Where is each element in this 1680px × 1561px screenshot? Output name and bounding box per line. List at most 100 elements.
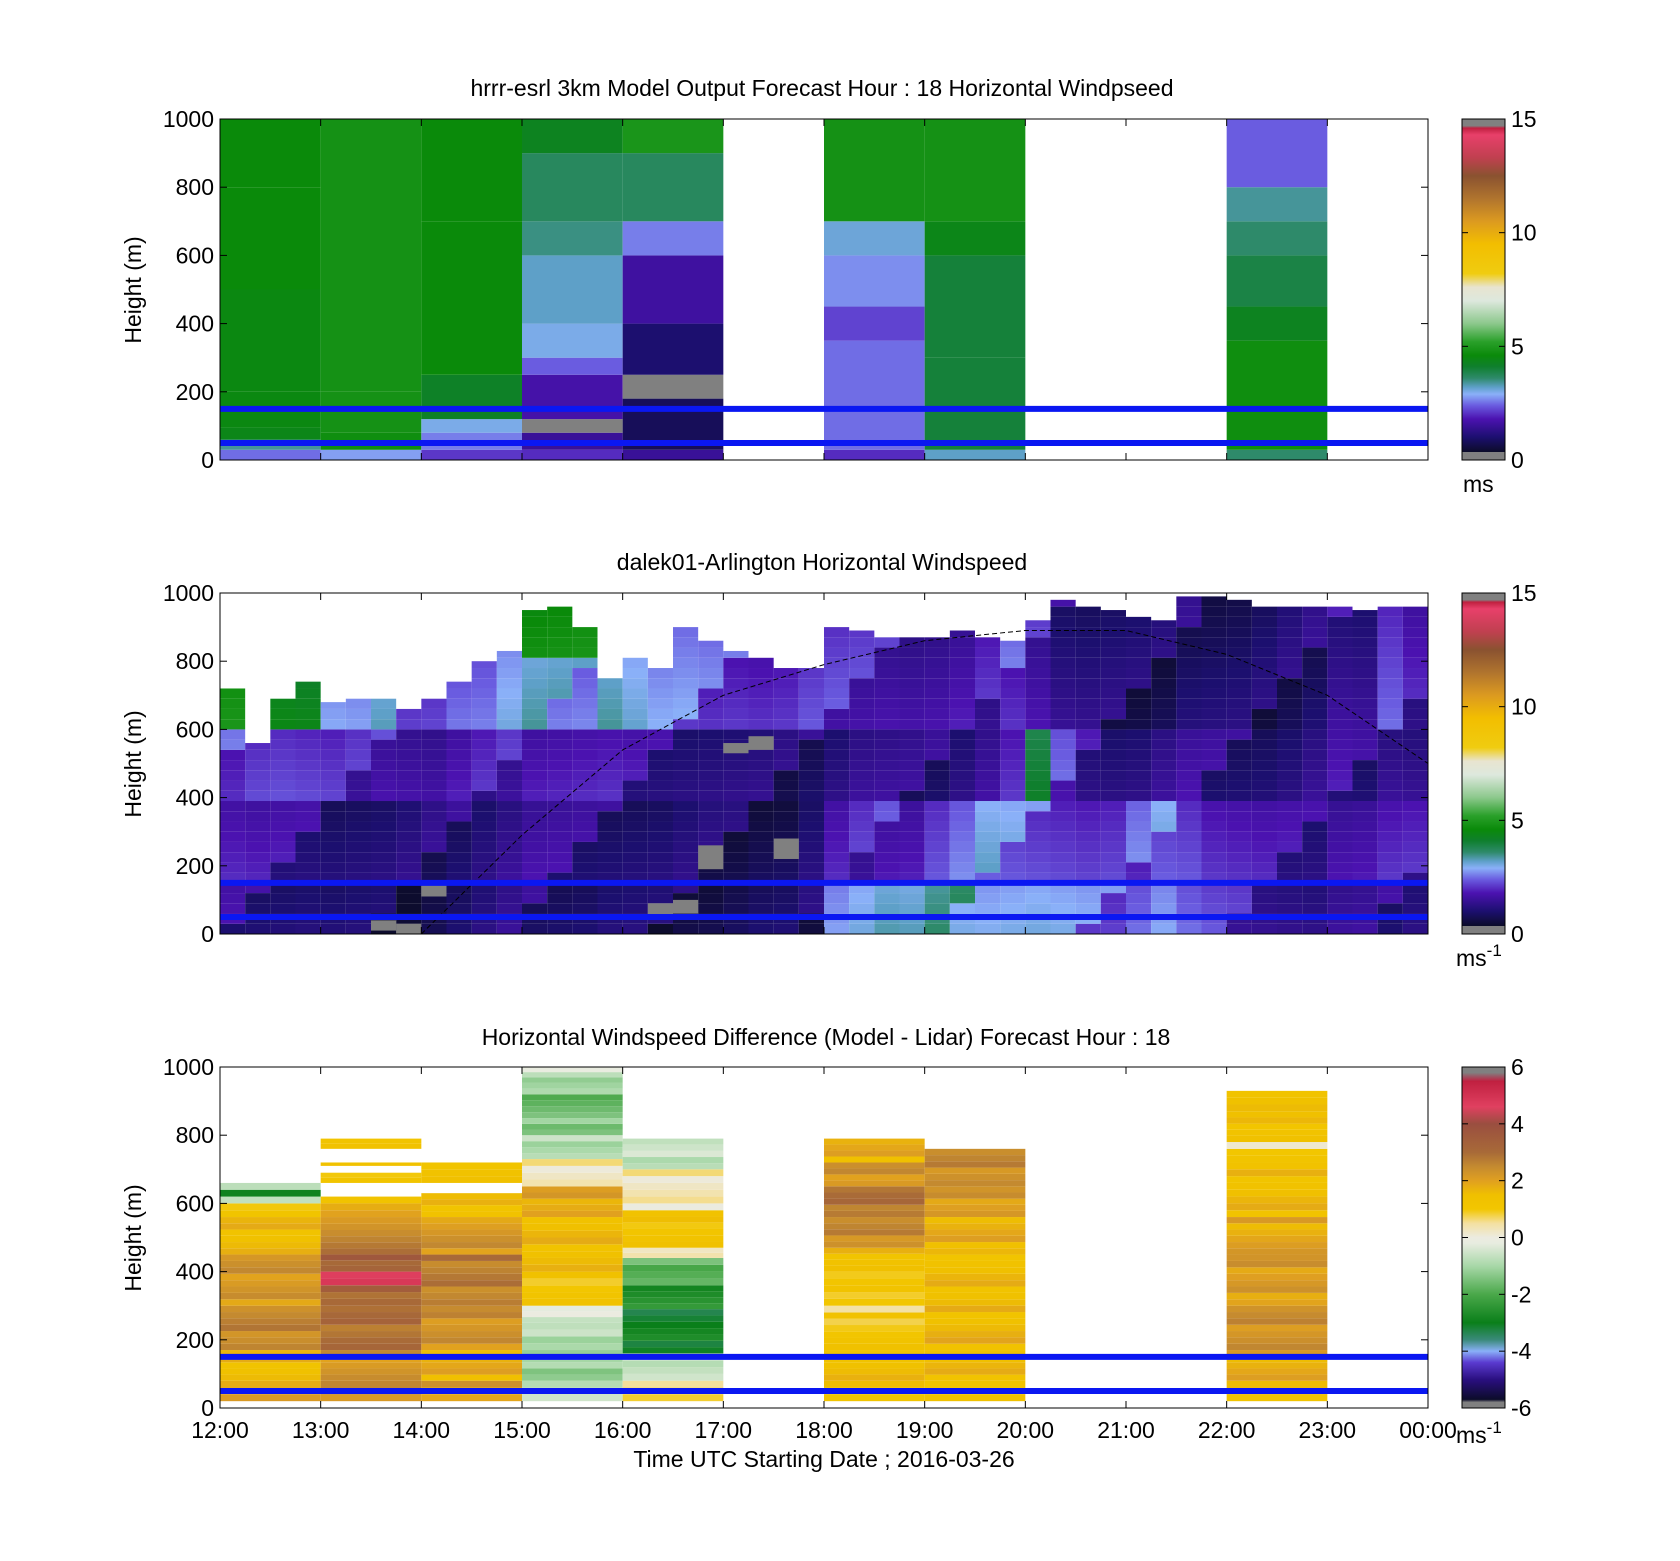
heatmap-cell xyxy=(1226,698,1252,709)
heatmap-cell xyxy=(471,862,497,873)
heatmap-cell xyxy=(824,1204,925,1211)
heatmap-cell xyxy=(1176,872,1202,883)
heatmap-cell xyxy=(673,749,699,761)
heatmap-cell xyxy=(220,749,246,761)
heatmap-cell xyxy=(924,255,1026,358)
heatmap-cell xyxy=(1226,1162,1328,1170)
heatmap-cell xyxy=(421,1162,522,1170)
heatmap-cell xyxy=(824,770,850,781)
heatmap-cell xyxy=(471,790,497,802)
heatmap-cell xyxy=(798,790,824,802)
heatmap-cell xyxy=(1000,801,1026,812)
heatmap-cell xyxy=(1050,831,1076,842)
heatmap-cell xyxy=(1377,739,1403,750)
heatmap-cell xyxy=(773,678,799,689)
heatmap-cell xyxy=(1226,770,1252,781)
heatmap-cell xyxy=(622,374,724,399)
heatmap-cell xyxy=(899,739,925,750)
y-tick-label: 400 xyxy=(176,311,214,337)
colorbar-unit-label: ms xyxy=(1463,471,1494,497)
heatmap-cell xyxy=(1075,606,1101,617)
heatmap-cell xyxy=(572,882,598,894)
heatmap-cell xyxy=(1050,841,1076,853)
heatmap-cell xyxy=(723,903,749,914)
heatmap-cell xyxy=(1226,657,1252,669)
heatmap-cell xyxy=(1277,872,1303,883)
heatmap-cell xyxy=(295,852,321,863)
heatmap-cell xyxy=(522,1368,623,1375)
heatmap-cell xyxy=(245,862,271,873)
heatmap-cell xyxy=(220,841,246,853)
y-tick-label: 600 xyxy=(176,716,214,742)
heatmap-cell xyxy=(622,678,648,689)
heatmap-cell xyxy=(471,893,497,904)
heatmap-cell xyxy=(924,1374,1026,1381)
heatmap-cell xyxy=(1151,831,1177,842)
heatmap-cell xyxy=(522,1322,623,1330)
heatmap-cell xyxy=(1377,616,1403,628)
heatmap-cell xyxy=(547,708,573,720)
heatmap-cell xyxy=(949,821,975,832)
heatmap-cell xyxy=(949,903,975,914)
heatmap-cell xyxy=(320,1292,422,1299)
colorbar-tick-label: -2 xyxy=(1511,1281,1531,1307)
heatmap-cell xyxy=(295,872,321,883)
heatmap-cell xyxy=(320,1196,422,1204)
heatmap-cell xyxy=(1176,596,1202,607)
heatmap-cell xyxy=(446,872,472,883)
heatmap-cell xyxy=(522,841,548,853)
heatmap-cell xyxy=(1251,811,1277,822)
heatmap-cell xyxy=(1075,637,1101,648)
heatmap-cell xyxy=(1302,852,1328,863)
heatmap-cell xyxy=(421,1380,522,1388)
heatmap-cell xyxy=(1302,923,1328,934)
heatmap-cell xyxy=(1201,606,1227,617)
heatmap-cell xyxy=(1126,872,1152,883)
heatmap-cell xyxy=(798,668,824,679)
heatmap-cell xyxy=(723,821,749,832)
heatmap-cell xyxy=(1050,719,1076,730)
heatmap-cell xyxy=(597,923,623,934)
heatmap-cell xyxy=(622,760,648,771)
heatmap-cell xyxy=(798,831,824,842)
heatmap-cell xyxy=(924,1198,1026,1205)
heatmap-cell xyxy=(622,1271,724,1279)
heatmap-cell xyxy=(1352,637,1378,648)
heatmap-cell xyxy=(320,770,346,781)
heatmap-cell xyxy=(1126,657,1152,669)
heatmap-cell xyxy=(220,1286,321,1293)
heatmap-cell xyxy=(723,760,749,771)
heatmap-cell xyxy=(1226,811,1252,822)
heatmap-cell xyxy=(371,872,397,883)
heatmap-cell xyxy=(924,221,1026,256)
heatmap-cell xyxy=(220,821,246,832)
heatmap-cell xyxy=(522,1343,623,1351)
heatmap-cell xyxy=(1226,688,1252,699)
colorbar-tick-label: 2 xyxy=(1511,1168,1524,1194)
heatmap-cell xyxy=(975,852,1001,863)
heatmap-cell xyxy=(849,749,875,761)
heatmap-cell xyxy=(698,749,724,761)
heatmap-cell xyxy=(924,1260,1026,1268)
heatmap-cell xyxy=(1075,719,1101,730)
heatmap-cell xyxy=(924,1292,1026,1300)
heatmap-cell xyxy=(270,852,296,863)
x-tick-label: 15:00 xyxy=(493,1417,551,1443)
heatmap-cell xyxy=(1377,841,1403,853)
heatmap-cell xyxy=(1176,831,1202,842)
heatmap-cell xyxy=(824,841,850,853)
heatmap-cell xyxy=(874,647,900,658)
heatmap-cell xyxy=(748,801,774,812)
heatmap-cell xyxy=(245,801,271,812)
heatmap-cell xyxy=(371,831,397,842)
heatmap-cell xyxy=(1126,688,1152,699)
heatmap-cell xyxy=(1226,1148,1328,1156)
heatmap-cell xyxy=(446,729,472,740)
heatmap-cell xyxy=(547,831,573,842)
heatmap-cell xyxy=(572,719,598,730)
heatmap-cell xyxy=(220,770,246,781)
heatmap-cell xyxy=(874,841,900,853)
heatmap-cell xyxy=(597,811,623,822)
heatmap-cell xyxy=(547,688,573,699)
